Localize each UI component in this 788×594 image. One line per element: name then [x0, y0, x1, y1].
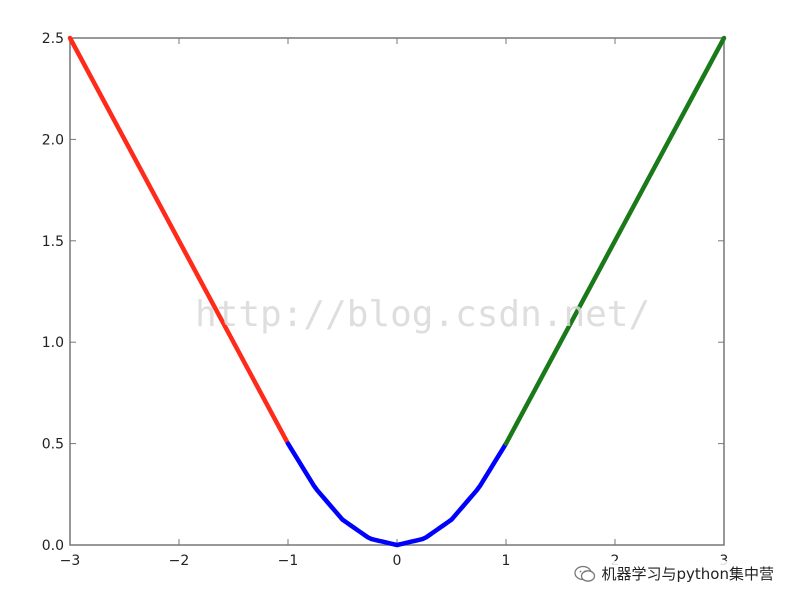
watermark: http://blog.csdn.net/ [195, 294, 650, 335]
x-tick-label: 0 [393, 553, 402, 569]
badge-text: 机器学习与python集中营 [601, 565, 774, 583]
x-tick-label: −1 [278, 553, 299, 569]
x-tick-label: −2 [169, 553, 190, 569]
series-left-line [67, 35, 291, 446]
y-tick-label: 2.0 [42, 132, 64, 148]
plot-frame [69, 37, 725, 546]
x-tick-label: 1 [502, 553, 511, 569]
source-badge: 机器学习与python集中营 [569, 561, 778, 586]
wechat-icon [573, 565, 595, 582]
y-tick-label: 0.5 [42, 437, 64, 453]
series-middle-curve [285, 441, 509, 548]
y-tick-label: 1.0 [42, 335, 64, 351]
y-tick-label: 0.0 [42, 538, 64, 554]
x-tick-label: −3 [60, 553, 81, 569]
y-tick-label: 1.5 [42, 234, 64, 250]
series-right-line [503, 35, 727, 446]
y-tick-label: 2.5 [42, 31, 64, 47]
series-group [67, 35, 727, 548]
